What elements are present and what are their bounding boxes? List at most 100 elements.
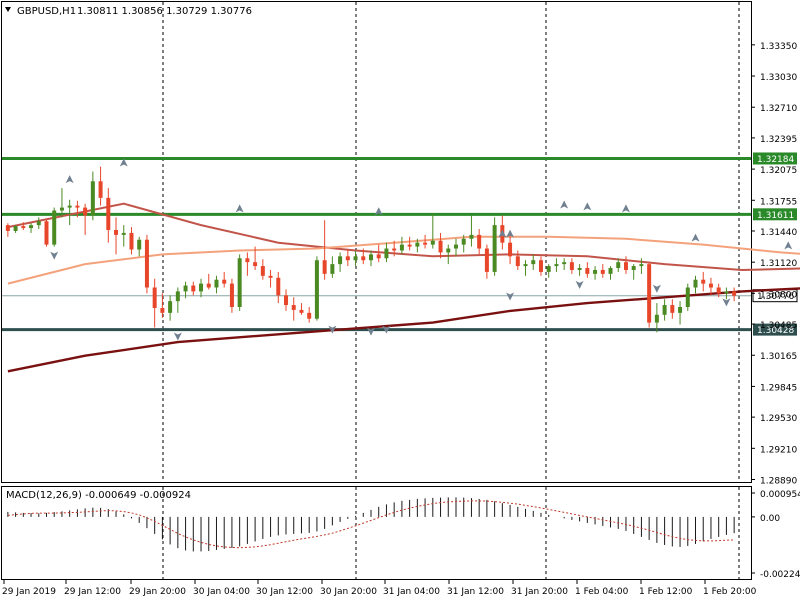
candle-body xyxy=(160,308,164,313)
candle-body xyxy=(462,239,466,245)
candle-body xyxy=(724,291,728,293)
price-tick-label: 1.32075 xyxy=(760,166,797,176)
candle-body xyxy=(415,243,419,247)
candle-body xyxy=(354,256,358,260)
price-tick-label: 1.33030 xyxy=(760,73,797,83)
candle-body xyxy=(361,256,365,260)
candle-body xyxy=(91,181,95,215)
candle-body xyxy=(29,225,33,228)
candle-body xyxy=(199,284,203,292)
candle-body xyxy=(717,288,721,294)
candle-body xyxy=(469,235,473,239)
candle-body xyxy=(632,266,636,270)
candle-body xyxy=(6,225,10,231)
candle-body xyxy=(554,264,558,266)
candle-body xyxy=(694,280,698,288)
candle-body xyxy=(701,280,705,284)
candle-body xyxy=(52,211,56,245)
time-tick-label: 29 Jan 2019 xyxy=(2,587,56,597)
price-tick-label: 1.29530 xyxy=(760,414,797,424)
candle-body xyxy=(14,226,18,231)
candle-body xyxy=(663,305,667,315)
candle-body xyxy=(299,310,303,313)
candle-body xyxy=(68,206,72,208)
candle-body xyxy=(338,256,342,264)
candle-body xyxy=(547,266,551,272)
chart-header: GBPUSD,H1 1.30811 1.30856 1.30729 1.3077… xyxy=(5,6,252,17)
candle-body xyxy=(323,260,327,274)
candle-body xyxy=(647,264,651,322)
candle-body xyxy=(21,226,25,228)
price-tick-label: 1.30485 xyxy=(760,321,797,331)
candle-body xyxy=(377,254,381,258)
candle-body xyxy=(37,221,41,225)
time-tick-label: 31 Jan 12:00 xyxy=(447,587,504,597)
candle-body xyxy=(400,245,404,251)
candle-body xyxy=(616,262,620,268)
candle-body xyxy=(44,221,48,244)
candle-body xyxy=(639,264,643,266)
candle-body xyxy=(585,268,589,274)
candle-body xyxy=(655,315,659,323)
candle-body xyxy=(269,276,273,278)
candle-body xyxy=(60,208,64,211)
candle-body xyxy=(168,301,172,313)
candle-body xyxy=(670,305,674,313)
candle-body xyxy=(408,245,412,247)
time-tick-label: 1 Feb 12:00 xyxy=(639,587,693,597)
candle-body xyxy=(106,198,110,230)
time-tick-label: 29 Jan 20:00 xyxy=(129,587,186,597)
candle-body xyxy=(184,286,188,292)
candle-body xyxy=(485,249,489,272)
candle-body xyxy=(578,268,582,270)
candle-body xyxy=(114,230,118,235)
price-tick-label: 1.29845 xyxy=(760,383,797,393)
price-tick-label: 1.31755 xyxy=(760,197,797,207)
candle-body xyxy=(439,241,443,253)
time-tick-label: 31 Jan 04:00 xyxy=(383,587,440,597)
macd-tick-label: 0.000954 xyxy=(760,490,800,500)
candle-body xyxy=(601,270,605,274)
candle-body xyxy=(129,233,133,250)
candle-body xyxy=(191,286,195,292)
candle-body xyxy=(562,262,566,264)
candle-body xyxy=(446,249,450,253)
level-price-label: 1.32184 xyxy=(757,155,794,165)
bear-candle[interactable] xyxy=(647,262,651,327)
bull-candle[interactable] xyxy=(686,284,690,311)
price-tick-label: 1.31440 xyxy=(760,228,797,238)
price-tick-label: 1.29210 xyxy=(760,445,797,455)
time-tick-label: 30 Jan 04:00 xyxy=(193,587,250,597)
time-tick-label: 30 Jan 12:00 xyxy=(256,587,313,597)
candle-body xyxy=(176,291,180,301)
level-price-label: 1.31611 xyxy=(757,211,794,221)
bear-candle[interactable] xyxy=(145,235,149,293)
candle-body xyxy=(230,284,234,307)
bull-candle[interactable] xyxy=(52,208,56,247)
candle-body xyxy=(493,225,497,272)
candle-body xyxy=(253,262,257,266)
candle-body xyxy=(330,264,334,274)
candle-body xyxy=(477,235,481,249)
symbol-timeframe: GBPUSD,H1 xyxy=(17,6,76,17)
time-tick-label: 1 Feb 04:00 xyxy=(575,587,629,597)
candle-body xyxy=(261,266,265,276)
candle-body xyxy=(431,241,435,245)
candle-body xyxy=(609,268,613,274)
macd-tick-label: -0.002241 xyxy=(760,570,800,580)
candle-body xyxy=(384,249,388,259)
price-tick-label: 1.33350 xyxy=(760,42,797,52)
candle-body xyxy=(709,284,713,288)
bull-candle[interactable] xyxy=(238,254,242,311)
price-tick-label: 1.30800 xyxy=(760,290,797,300)
price-tick-label: 1.28890 xyxy=(760,477,797,487)
price-tick-label: 1.30165 xyxy=(760,352,797,362)
candle-body xyxy=(214,280,218,288)
candle-body xyxy=(524,264,528,266)
candle-body xyxy=(624,262,628,270)
bull-candle[interactable] xyxy=(315,256,319,320)
bull-candle[interactable] xyxy=(493,217,497,275)
bear-candle[interactable] xyxy=(44,219,48,246)
